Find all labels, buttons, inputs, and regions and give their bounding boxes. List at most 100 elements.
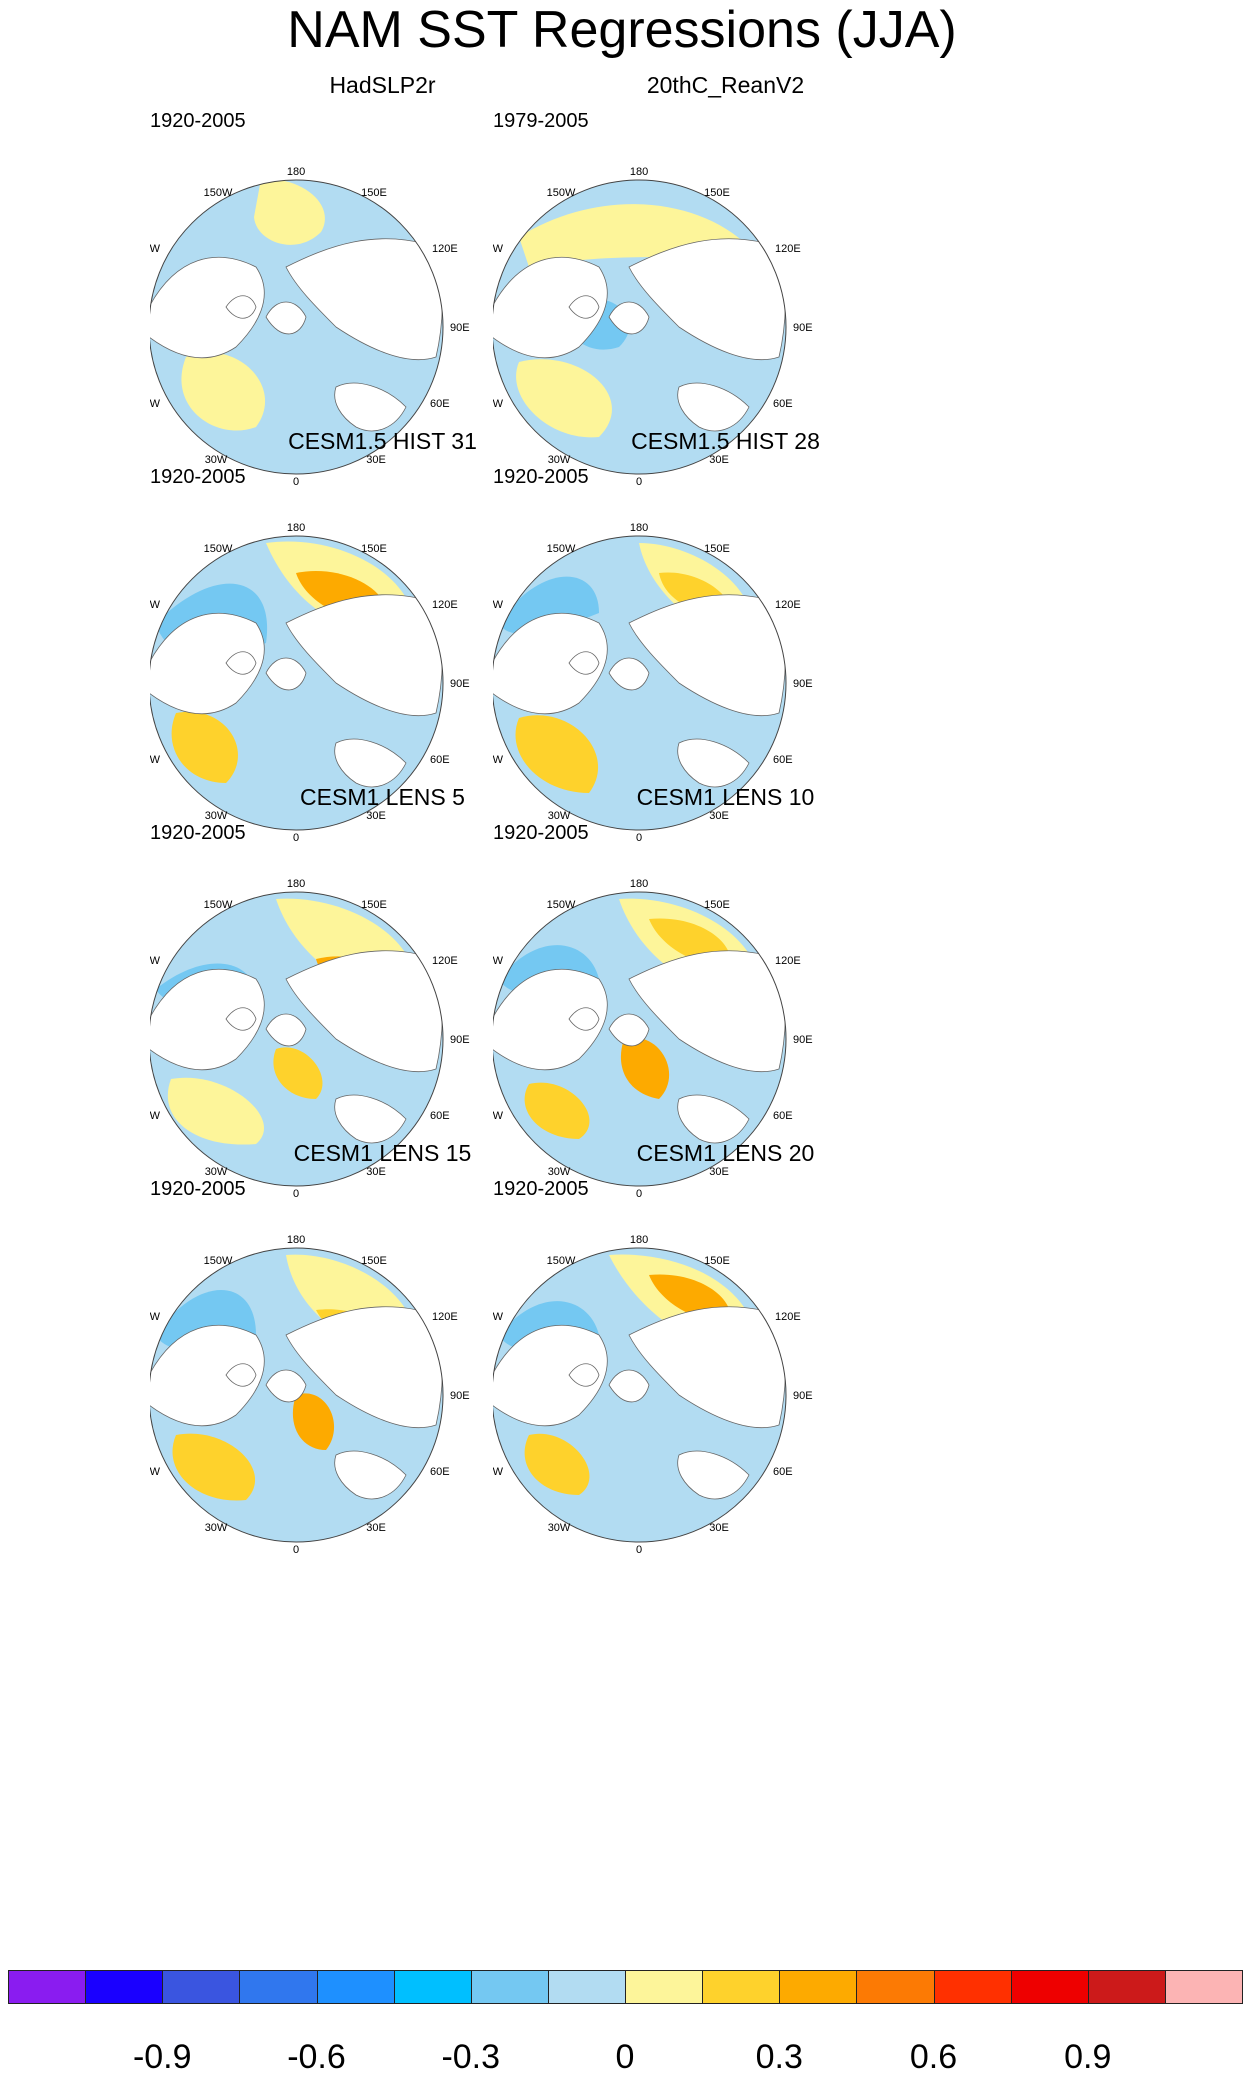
map-panel: 180150E120E90E60E30E030W60W90W120W150W C… (150, 428, 615, 898)
anomaly-region (181, 352, 266, 431)
colorbar-tick-label: -0.6 (287, 2038, 346, 2076)
colorbar-tick-label: 0 (615, 2038, 635, 2076)
land-mass (608, 1013, 650, 1047)
anomaly-region (620, 1037, 670, 1099)
longitude-label: 90E (450, 1390, 470, 1402)
map-boundary (150, 891, 444, 1187)
anomaly-region (167, 1077, 265, 1145)
longitude-label: 120W (493, 955, 504, 967)
longitude-label: 60W (150, 398, 161, 410)
longitude-label: 0 (293, 832, 299, 844)
map-panel: 180150E120E90E60E30E030W60W90W120W150W C… (150, 1140, 615, 1610)
map-panel: 180150E120E90E60E30E030W60W90W120W150W C… (493, 428, 958, 898)
land-mass (265, 1369, 307, 1403)
land-mass (285, 950, 443, 1073)
longitude-label: 120E (432, 955, 458, 967)
land-mass (568, 1007, 600, 1031)
panel-period: 1920-2005 (493, 1178, 589, 1200)
map-boundary (150, 179, 444, 475)
longitude-label: 0 (636, 476, 642, 488)
longitude-label: 30W (548, 1522, 571, 1534)
longitude-label: 30W (205, 454, 228, 466)
polar-map: 180150E120E90E60E30E030W60W90W120W150W (493, 166, 813, 488)
polar-map: 180150E120E90E60E30E030W60W90W120W150W (150, 1234, 470, 1556)
land-mass (150, 612, 265, 715)
colorbar-tick-label: 0.9 (1064, 2038, 1112, 2076)
longitude-label: 120E (432, 243, 458, 255)
longitude-label: 120E (775, 955, 801, 967)
land-mass (334, 1450, 407, 1500)
longitude-label: 60E (773, 1110, 793, 1122)
longitude-label: 90E (793, 1034, 813, 1046)
anomaly-region (171, 711, 238, 783)
longitude-label: 180 (287, 166, 305, 178)
panel-period: 1979-2005 (493, 110, 589, 132)
anomaly-region (516, 359, 612, 438)
longitude-label: 180 (630, 166, 648, 178)
land-mass (265, 1013, 307, 1047)
longitude-label: 150E (704, 543, 730, 555)
colorbar-box (239, 1970, 318, 2004)
map-boundary (150, 535, 444, 831)
colorbar-box (933, 1970, 1012, 2004)
longitude-label: 60E (773, 1466, 793, 1478)
land-mass (150, 256, 265, 359)
longitude-label: 150E (704, 187, 730, 199)
longitude-label: 30W (205, 810, 228, 822)
colorbar-box (1164, 1970, 1243, 2004)
anomaly-region (273, 1047, 323, 1099)
longitude-label: 150E (704, 899, 730, 911)
colorbar-box (856, 1970, 935, 2004)
figure-title: NAM SST Regressions (JJA) (287, 1, 957, 59)
map-panel: 180150E120E90E60E30E030W60W90W120W150W 2… (493, 72, 958, 542)
colorbar-tick-label: -0.3 (441, 2038, 501, 2076)
longitude-label: 150E (361, 187, 387, 199)
panel-title: 20thC_ReanV2 (646, 72, 805, 98)
longitude-label: 30E (709, 1522, 729, 1534)
map-panel: 180150E120E90E60E30E030W60W90W120W150W H… (150, 72, 615, 542)
anomaly-region (515, 715, 599, 793)
land-mass (225, 295, 257, 319)
longitude-label: 60W (493, 398, 504, 410)
longitude-label: 150W (547, 543, 576, 555)
longitude-label: 60W (150, 754, 161, 766)
longitude-label: 150W (204, 543, 233, 555)
land-mass (493, 612, 608, 715)
colorbar-box (1010, 1970, 1089, 2004)
longitude-label: 120W (150, 243, 161, 255)
longitude-label: 60W (150, 1466, 161, 1478)
map-boundary (493, 891, 787, 1187)
land-mass (677, 382, 750, 432)
map-boundary (493, 179, 787, 475)
land-mass (568, 651, 600, 675)
anomaly-region (254, 180, 325, 245)
longitude-label: 150E (704, 1255, 730, 1267)
panel-title: CESM1 LENS 20 (636, 1140, 815, 1166)
colorbar-box (625, 1970, 704, 2004)
colorbar-box (779, 1970, 858, 2004)
longitude-label: 60E (773, 754, 793, 766)
longitude-label: 180 (287, 1234, 305, 1246)
longitude-label: 120W (493, 599, 504, 611)
land-mass (285, 238, 443, 361)
longitude-label: 60W (493, 1466, 504, 1478)
longitude-label: 30E (366, 1522, 386, 1534)
longitude-label: 150W (547, 899, 576, 911)
anomaly-region (172, 1433, 256, 1501)
polar-map: 180150E120E90E60E30E030W60W90W120W150W (150, 878, 470, 1200)
longitude-label: 120E (775, 599, 801, 611)
longitude-label: 30E (709, 454, 729, 466)
longitude-label: 30W (548, 810, 571, 822)
land-mass (628, 238, 786, 361)
panel-period: 1920-2005 (150, 1178, 246, 1200)
panel-period: 1920-2005 (493, 822, 589, 844)
land-mass (493, 256, 608, 359)
longitude-label: 30E (366, 810, 386, 822)
map-boundary (493, 535, 787, 831)
land-mass (628, 950, 786, 1073)
colorbar-box (702, 1970, 781, 2004)
colorbar-box (470, 1970, 549, 2004)
longitude-label: 0 (293, 476, 299, 488)
land-mass (628, 1306, 786, 1429)
longitude-label: 90E (793, 322, 813, 334)
